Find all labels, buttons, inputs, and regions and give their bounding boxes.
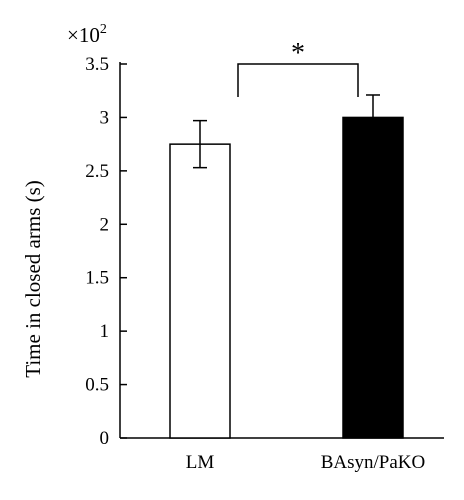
x-category-label: LM — [186, 452, 215, 473]
significance-bracket — [237, 63, 359, 97]
x-labels-group: LM BAsyn/PaKO — [186, 452, 426, 473]
bar-0 — [169, 143, 231, 439]
y-axis-title: Time in closed arms (s) — [21, 180, 45, 378]
bars-group — [169, 116, 404, 439]
y-tick-label: 3 — [100, 107, 110, 128]
y-ticks-group: 0 0.5 1 1.5 2 2.5 3 3.5 — [85, 54, 127, 449]
y-tick-label: 0.5 — [85, 375, 109, 396]
y-multiplier-exponent: 2 — [100, 22, 107, 37]
y-tick-label: 0 — [100, 428, 110, 449]
y-axis-multiplier: ×102 — [67, 22, 107, 47]
y-tick-label: 3.5 — [85, 54, 109, 75]
significance-star: * — [291, 38, 305, 69]
error-bars-group — [193, 94, 380, 169]
y-tick-label: 2 — [100, 214, 110, 235]
x-category-label: BAsyn/PaKO — [321, 452, 426, 473]
significance-group: * — [237, 38, 359, 97]
y-tick-label: 1 — [100, 321, 110, 342]
y-tick-label: 2.5 — [85, 161, 109, 182]
y-tick-label: 1.5 — [85, 268, 109, 289]
bar-1 — [342, 116, 404, 439]
y-multiplier-base: ×10 — [67, 23, 100, 47]
